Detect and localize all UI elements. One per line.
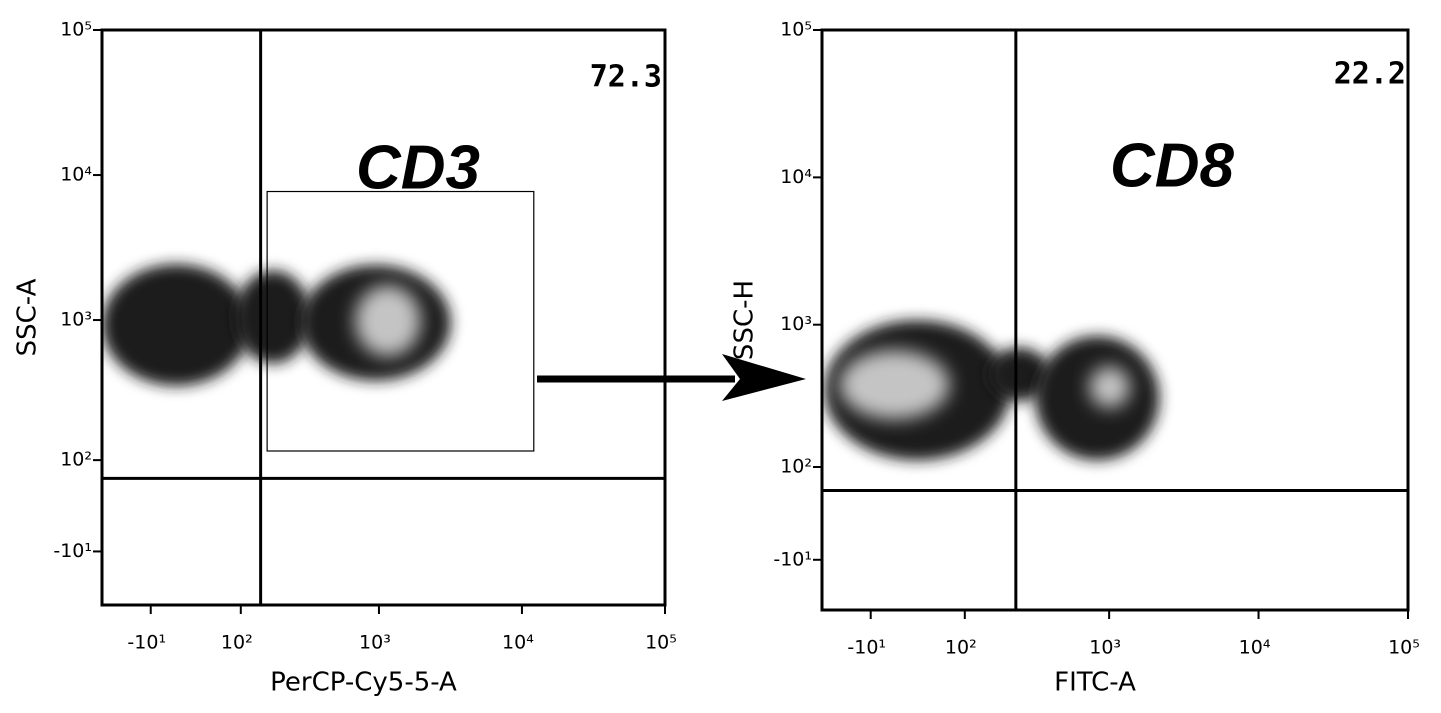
y-tick-label: -10¹: [53, 540, 92, 562]
x-tick-label: 10⁵: [1388, 637, 1420, 659]
y-axis-title: SSC-A: [13, 278, 43, 356]
x-tick-label: 10⁴: [1239, 637, 1271, 659]
x-axis-title: PerCP-Cy5-5-A: [270, 668, 457, 698]
population: [102, 264, 251, 386]
y-tick-label: 10³: [60, 309, 92, 331]
x-tick-label: -10¹: [127, 632, 166, 654]
quadrant-percent: 22.2: [1334, 57, 1406, 92]
x-tick-label: 10²: [221, 632, 253, 654]
y-tick-label: -10¹: [773, 548, 812, 570]
y-tick-label: 10²: [60, 449, 92, 471]
plot-frame: [820, 28, 1410, 612]
population-core: [355, 285, 421, 357]
population: [235, 270, 311, 364]
y-tick-label: 10³: [780, 313, 812, 335]
x-tick-label: 10³: [359, 632, 391, 654]
x-tick-label: 10³: [1089, 637, 1121, 659]
y-tick-label: 10⁵: [780, 19, 812, 41]
quadrant-percent: 72.3: [590, 60, 662, 95]
population: [988, 347, 1050, 402]
plot-area: [102, 264, 451, 386]
x-tick-label: 10⁴: [502, 632, 534, 654]
population-core: [839, 350, 950, 420]
gating-arrow: [537, 354, 806, 401]
population-core: [1089, 366, 1131, 408]
gate-box: [266, 190, 535, 452]
x-axis-title: FITC-A: [1054, 668, 1136, 698]
x-tick-label: -10¹: [847, 637, 886, 659]
population-label: CD3: [356, 133, 480, 202]
y-axis-title: SSC-H: [730, 280, 760, 360]
plot-area: [824, 320, 1160, 461]
y-tick-label: 10⁴: [780, 166, 812, 188]
y-tick-label: 10⁴: [60, 164, 92, 186]
y-tick-label: 10²: [780, 456, 812, 478]
population-label: CD8: [1110, 131, 1235, 200]
plot-frame: [100, 28, 667, 607]
x-tick-label: 10⁵: [645, 632, 677, 654]
x-tick-label: 10²: [945, 637, 977, 659]
y-tick-label: 10⁵: [60, 19, 92, 41]
